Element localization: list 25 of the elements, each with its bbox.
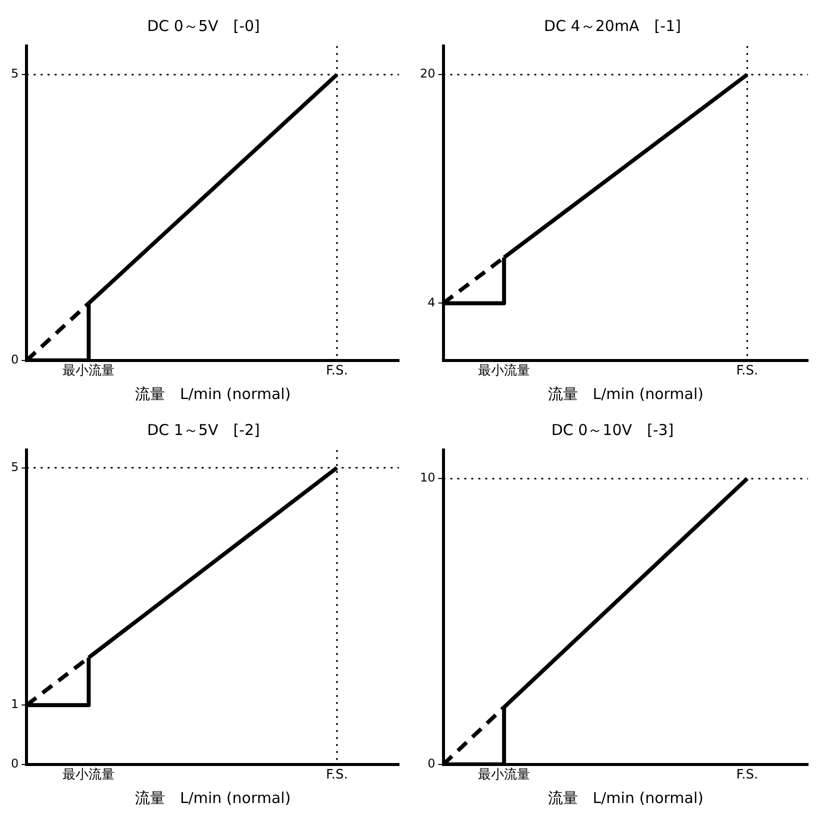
x-tick-label: 最小流量 [478,362,530,379]
y-tick-label: 5 [10,66,19,81]
y-tick-label: 10 [420,470,436,485]
y-tick-label: 4 [428,295,436,310]
x-axis-title: 流量 L/min (normal) [134,384,291,403]
x-tick-label: 最小流量 [62,362,115,379]
x-axis-title: 流量 L/min (normal) [548,788,704,807]
x-tick-label: 最小流量 [478,766,530,783]
x-tick-label: F.S. [736,768,758,783]
y-tick-label: 0 [10,756,19,771]
y-tick-label: 0 [10,352,19,367]
chart-title: DC 0～5V [-0] [147,16,260,35]
x-tick-label: F.S. [736,364,758,379]
x-axis-title: 流量 L/min (normal) [134,788,291,807]
y-tick-label: 5 [10,460,19,474]
chart-title: DC 4～20mA [-1] [544,16,681,35]
x-tick-label: F.S. [326,364,348,379]
x-tick-label: 最小流量 [62,766,115,783]
chart-title: DC 0～10V [-3] [551,420,674,439]
chart-title: DC 1～5V [-2] [147,420,260,439]
y-tick-label: 20 [420,66,436,81]
x-axis-title: 流量 L/min (normal) [548,384,704,403]
x-tick-label: F.S. [326,768,348,783]
y-tick-label: 0 [428,756,436,771]
y-tick-label: 1 [10,697,19,712]
